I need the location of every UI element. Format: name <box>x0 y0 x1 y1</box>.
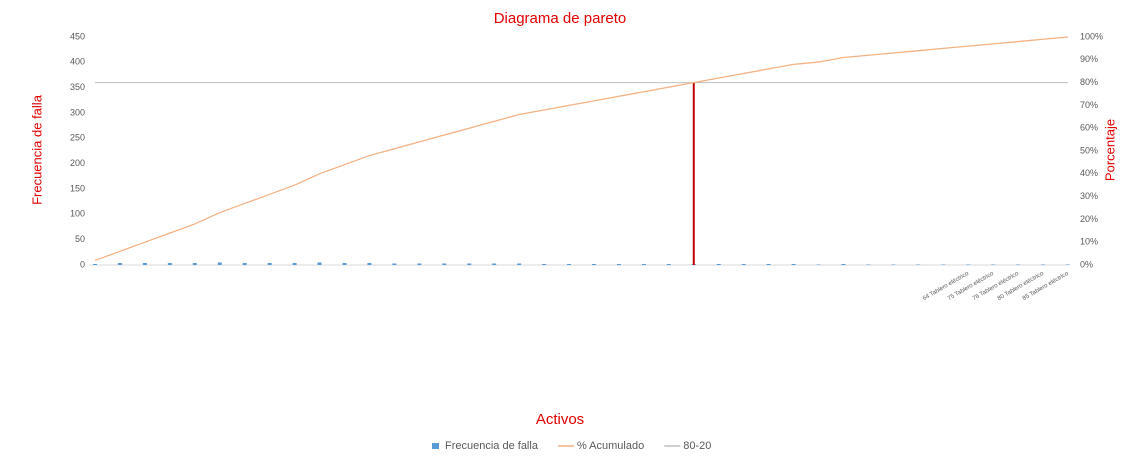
bar <box>192 262 197 265</box>
y-tick-label: 250 <box>70 133 85 143</box>
y2-tick-label: 90% <box>1080 54 1098 64</box>
bar <box>467 263 472 265</box>
bar <box>666 263 671 265</box>
y-tick-label: 100 <box>70 209 85 219</box>
bar <box>941 264 946 265</box>
bar <box>417 263 422 265</box>
legend-label: 80-20 <box>683 440 711 451</box>
y-tick-label: 150 <box>70 183 85 193</box>
y-tick-label: 450 <box>70 31 85 41</box>
legend-label: Frecuencia de falla <box>445 440 539 451</box>
y2-tick-label: 0% <box>1080 259 1093 269</box>
bar <box>117 262 122 265</box>
bar <box>916 264 921 265</box>
bar <box>866 264 871 265</box>
bar <box>1066 264 1070 265</box>
bar <box>542 263 547 265</box>
bar <box>891 264 896 265</box>
bar <box>716 263 721 265</box>
y2-tick-label: 80% <box>1080 77 1098 87</box>
y2-tick-label: 50% <box>1080 145 1098 155</box>
bar <box>766 263 771 265</box>
bar <box>392 263 397 265</box>
y-tick-label: 300 <box>70 107 85 117</box>
y2-axis-label: Porcentaje <box>1102 119 1117 181</box>
bar <box>267 262 272 265</box>
bar <box>567 263 572 265</box>
y2-tick-label: 30% <box>1080 191 1098 201</box>
y2-tick-label: 100% <box>1080 31 1103 41</box>
bar <box>442 263 447 265</box>
cumulative-line <box>94 36 1069 262</box>
y-tick-label: 400 <box>70 57 85 67</box>
legend-label: % Acumulado <box>577 440 644 451</box>
bar <box>367 262 372 265</box>
bar <box>816 264 821 265</box>
bar <box>93 263 97 265</box>
x-axis-label: Activos <box>536 411 584 428</box>
bar <box>167 262 172 265</box>
y-axis-label: Frecuencia de falla <box>29 94 44 205</box>
y-tick-label: 0 <box>80 259 85 269</box>
bar <box>591 263 596 265</box>
bar <box>517 263 522 265</box>
bar <box>641 263 646 265</box>
bar <box>492 263 497 265</box>
y2-tick-label: 60% <box>1080 123 1098 133</box>
bar <box>966 264 971 265</box>
bar <box>217 262 222 265</box>
x-tick-label: 85 Tablero eléctrico <box>1022 271 1071 302</box>
bar <box>292 262 297 265</box>
bar <box>991 264 996 265</box>
bar <box>342 262 347 265</box>
bar <box>616 263 621 265</box>
legend-swatch <box>432 443 439 449</box>
bar <box>242 262 247 265</box>
y-tick-label: 200 <box>70 158 85 168</box>
bar <box>1016 264 1021 265</box>
y-tick-label: 50 <box>75 234 85 244</box>
bar <box>142 262 147 265</box>
bar <box>317 262 322 265</box>
y2-tick-label: 40% <box>1080 168 1098 178</box>
y2-tick-label: 20% <box>1080 214 1098 224</box>
y2-tick-label: 10% <box>1080 237 1098 247</box>
bar <box>741 263 746 265</box>
bar <box>841 263 846 265</box>
chart-title: Diagrama de pareto <box>494 10 627 27</box>
bar <box>791 263 796 265</box>
y-tick-label: 350 <box>70 82 85 92</box>
bar <box>1041 264 1046 265</box>
y2-tick-label: 70% <box>1080 100 1098 110</box>
